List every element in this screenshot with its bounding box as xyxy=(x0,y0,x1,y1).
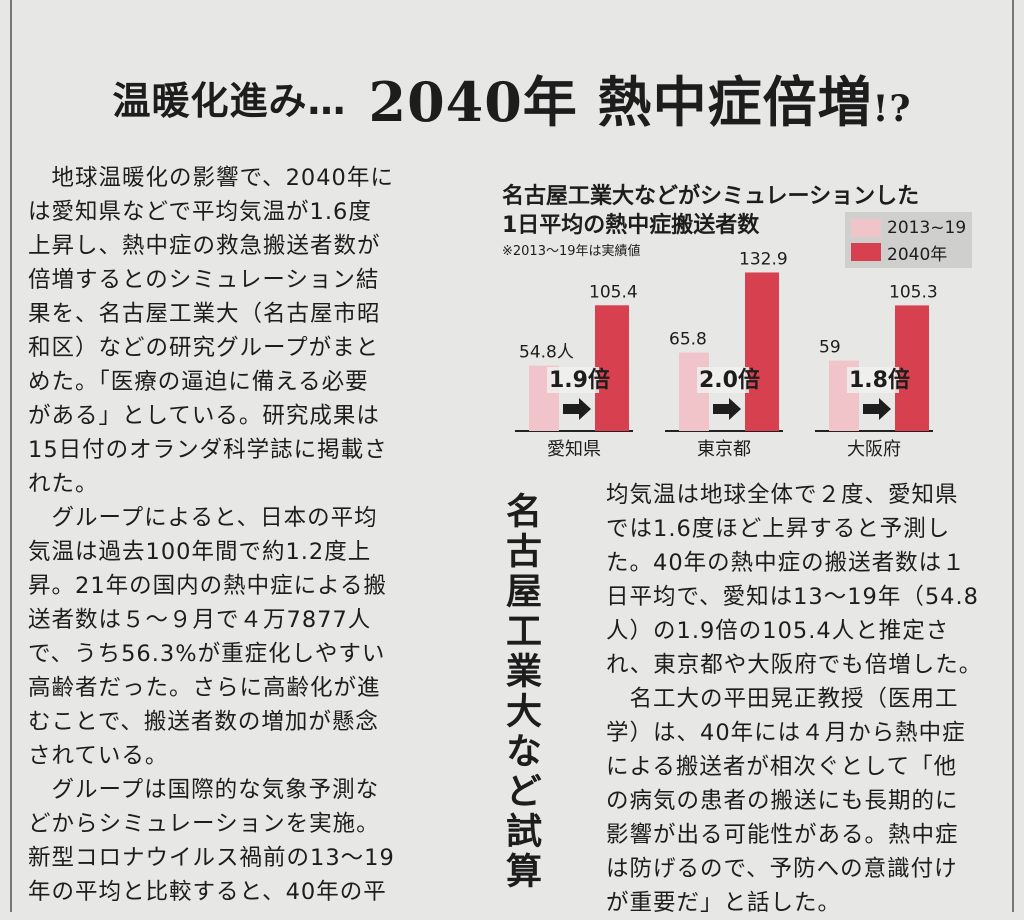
value-label-2040: 105.4 xyxy=(589,282,638,302)
article-line: 人）の1.9倍の105.4人と推定さ xyxy=(606,618,950,644)
article-line: 送者数は５～９月で４万7877人 xyxy=(28,607,372,633)
article-line: では1.6度ほど上昇すると予測し xyxy=(606,516,951,542)
article-line: 上昇し、熱中症の救急搬送者数が xyxy=(28,233,381,259)
article-line: 果を、名古屋工業大（名古屋市昭 xyxy=(28,301,381,327)
headline-main: 2040年 熱中症倍増!? xyxy=(369,58,912,137)
article-left-column: 地球温暖化の影響で、2040年に は愛知県などで平均気温が1.6度 上昇し、熱中症の… xyxy=(28,161,395,909)
article-line: による搬送者が相次ぐとして「他 xyxy=(606,754,958,780)
ratio-bg xyxy=(697,367,749,393)
article-line: 15日付のオランダ科学誌に掲載さ xyxy=(28,437,388,463)
ratio-label: 1.8倍 xyxy=(849,367,910,393)
article-line: は防げるので、予防への意識付け xyxy=(606,856,958,882)
article-line: グループは国際的な気象予測な xyxy=(28,777,380,803)
category-label: 愛知県 xyxy=(547,439,601,460)
article-line: めた。「医療の逼迫に備える必要 xyxy=(28,369,369,395)
article-line: 学）は、40年には４月から熱中症 xyxy=(606,720,966,746)
ratio-bg xyxy=(847,367,899,393)
chart-subtitle: 1日平均の熱中症搬送者数 xyxy=(502,213,760,238)
article-line: 新型コロナウイルス禍前の13～19 xyxy=(28,845,395,871)
chart: 名古屋工業大などがシミュレーションした 1日平均の熱中症搬送者数 ※2013～1… xyxy=(497,172,1007,472)
category-label: 東京都 xyxy=(697,439,751,460)
article-line: れた。 xyxy=(28,471,99,497)
article-line: で、うち56.3%が重症化しやすい xyxy=(28,641,386,667)
value-label-2013: 54.8人 xyxy=(519,343,574,363)
article-line: 日平均で、愛知は13～19年（54.8 xyxy=(606,584,979,610)
article-line: 年の平均と比較すると、40年の平 xyxy=(28,879,387,905)
article-line: 名工大の平田晃正教授（医用工 xyxy=(606,686,959,712)
headline: 温暖化進み… 2040年 熱中症倍増!? xyxy=(0,52,1024,142)
article-line: 気温は過去100年間で約1.2度上 xyxy=(28,539,372,565)
article-line: 地球温暖化の影響で、2040年に xyxy=(28,165,394,191)
value-label-2040: 132.9 xyxy=(739,249,788,269)
value-label-2040: 105.3 xyxy=(889,282,938,302)
legend-swatch-2040 xyxy=(851,243,881,261)
byline-vertical: 名古屋工業大など試算 xyxy=(500,492,541,892)
legend-item-2013: 2013~19 xyxy=(851,216,966,240)
arrow-right-icon xyxy=(863,398,891,420)
article-line: 倍増するとのシミュレーション結 xyxy=(28,267,380,293)
value-label-2013: 65.8 xyxy=(669,330,707,350)
value-label-2013: 59 xyxy=(819,338,841,358)
article-line: どからシミュレーションを実施。 xyxy=(28,811,380,837)
article-line: は愛知県などで平均気温が1.6度 xyxy=(28,199,372,225)
bar-2040 xyxy=(595,305,629,431)
article-line: 高齢者だった。さらに高齢化が進 xyxy=(28,675,381,701)
category-label: 大阪府 xyxy=(847,439,901,460)
article-line: 昇。21年の国内の熱中症による搬 xyxy=(28,573,387,599)
article-line: がある」としている。研究成果は xyxy=(28,403,380,429)
legend-label-2013: 2013~19 xyxy=(887,218,967,238)
article-line: むことで、搬送者数の増加が懸念 xyxy=(28,709,379,735)
bar-2040 xyxy=(745,272,779,431)
article-frame xyxy=(10,0,1014,912)
article-line: されている。 xyxy=(28,743,169,769)
chart-legend: 2013~19 2040年 xyxy=(845,212,973,268)
arrow-right-icon xyxy=(563,398,591,420)
legend-label-2040: 2040年 xyxy=(887,244,948,265)
article-line: の病気の患者の搬送にも長期的に xyxy=(606,788,959,814)
headline-lead: 温暖化進み… xyxy=(112,78,347,123)
article-line: れ、東京都や大阪府でも倍増した。 xyxy=(606,652,983,678)
article-line: グループによると、日本の平均 xyxy=(28,505,378,531)
headline-punct: !? xyxy=(872,87,912,130)
article-right-column: 均気温は地球全体で２度、愛知県 では1.6度ほど上昇すると予測し た。40年の熱中症… xyxy=(606,478,982,920)
article-line: が重要だ」と話した。 xyxy=(606,890,842,916)
article-line: 和区）などの研究グループがまと xyxy=(28,335,380,361)
bar-2040 xyxy=(895,305,929,431)
legend-item-2040: 2040年 xyxy=(851,240,966,265)
chart-note: ※2013～19年は実績値 xyxy=(502,244,641,259)
article-line: 影響が出る可能性がある。熱中症 xyxy=(606,822,959,848)
ratio-label: 1.9倍 xyxy=(549,367,610,393)
headline-main-text: 2040年 熱中症倍増 xyxy=(368,69,873,134)
ratio-label: 2.0倍 xyxy=(699,367,760,393)
ratio-bg xyxy=(547,367,599,393)
article-line: 均気温は地球全体で２度、愛知県 xyxy=(606,482,959,508)
arrow-right-icon xyxy=(713,398,741,420)
legend-swatch-2013 xyxy=(851,219,881,237)
article-line: た。40年の熱中症の搬送者数は１ xyxy=(606,550,966,576)
chart-title: 名古屋工業大などがシミュレーションした xyxy=(502,184,920,209)
